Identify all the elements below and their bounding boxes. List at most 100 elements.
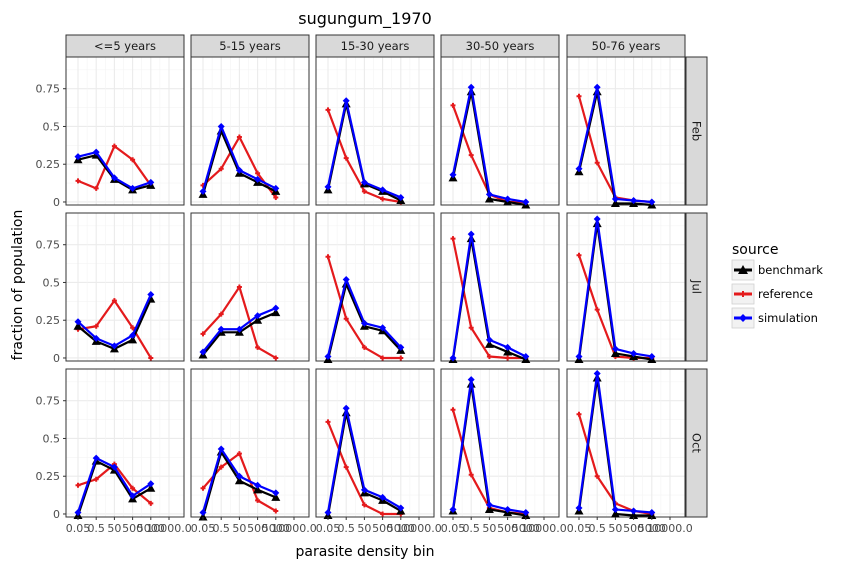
point-simulation (630, 196, 638, 204)
point-simulation (504, 195, 512, 203)
x-tick-label: 0.5 (588, 522, 606, 535)
point-simulation (217, 122, 225, 130)
legend-marker-benchmark (738, 265, 748, 274)
panel-background (440, 212, 560, 362)
point-simulation (504, 505, 512, 513)
panels-layer: <=5 years 5-15 years 15-30 years 30-50 year… (36, 34, 708, 535)
point-benchmark (610, 198, 620, 207)
panel-border (65, 212, 185, 362)
row-strip-1 (685, 212, 708, 362)
point-simulation (575, 504, 583, 512)
point-reference (380, 196, 386, 202)
point-simulation (217, 445, 225, 453)
point-reference (468, 325, 474, 331)
point-reference (255, 170, 261, 176)
point-simulation (648, 198, 656, 206)
point-reference (343, 316, 349, 322)
y-tick-label: 0.25 (36, 470, 61, 483)
point-simulation (217, 325, 225, 333)
point-simulation (92, 334, 100, 342)
legend-label-reference: reference (758, 287, 813, 301)
point-simulation (611, 345, 619, 353)
panel-Jul-3 (440, 212, 560, 363)
x-axis-title: parasite density bin (296, 544, 435, 560)
point-benchmark (610, 348, 620, 357)
point-simulation (449, 505, 457, 513)
point-simulation (272, 489, 280, 497)
point-simulation (92, 148, 100, 156)
point-benchmark (253, 485, 263, 494)
panel-border (190, 368, 310, 518)
point-reference (361, 344, 367, 350)
col-strip-label: 15-30 years (341, 39, 410, 53)
point-reference (594, 307, 600, 313)
point-reference (200, 485, 206, 491)
y-tick-label: 0.5 (43, 120, 61, 133)
point-simulation (449, 354, 457, 362)
panel-background (65, 212, 185, 362)
point-simulation (74, 318, 82, 326)
point-benchmark (484, 339, 494, 348)
panel-border (315, 212, 435, 362)
point-simulation (648, 352, 656, 360)
point-reference (576, 252, 582, 258)
point-simulation (485, 336, 493, 344)
point-benchmark (610, 509, 620, 518)
panel-background (190, 212, 310, 362)
x-tick-label: 0.05 (441, 522, 466, 535)
point-simulation (254, 175, 262, 183)
col-strip-label: 30-50 years (466, 39, 535, 53)
point-simulation (272, 304, 280, 312)
x-tick-label: 0.5 (337, 522, 355, 535)
x-tick-label: 500 (497, 522, 518, 535)
panel-Jul-2 (315, 212, 435, 363)
y-tick-label: 0.5 (43, 276, 61, 289)
point-simulation (324, 352, 332, 360)
point-reference (343, 464, 349, 470)
x-tick-label: 10000.0 (271, 522, 317, 535)
panel-border (315, 368, 435, 518)
y-tick-label: 0.25 (36, 158, 61, 171)
panel-Oct-0 (65, 368, 185, 519)
point-simulation (630, 507, 638, 515)
point-reference (218, 166, 224, 172)
point-simulation (342, 275, 350, 283)
point-simulation (360, 486, 368, 494)
point-reference (450, 236, 456, 242)
point-reference (468, 152, 474, 158)
point-benchmark (234, 476, 244, 485)
point-simulation (110, 174, 118, 182)
col-strip-label: 50-76 years (592, 39, 661, 53)
x-tick-label: 0.5 (212, 522, 230, 535)
panel-background (315, 56, 435, 206)
point-simulation (92, 454, 100, 462)
row-strip-label: Oct (690, 433, 704, 453)
point-simulation (648, 508, 656, 516)
panel-Feb-4 (566, 56, 686, 209)
point-reference (505, 355, 511, 361)
point-reference (380, 355, 386, 361)
point-reference (594, 473, 600, 479)
y-tick-label: 0 (53, 196, 60, 209)
point-reference (343, 155, 349, 161)
point-simulation (522, 198, 530, 206)
point-simulation (611, 195, 619, 203)
y-tick-label: 0.75 (36, 395, 61, 408)
panel-Feb-2 (315, 56, 435, 206)
y-tick-label: 0 (53, 508, 60, 521)
point-benchmark (146, 483, 156, 492)
point-reference (93, 185, 99, 191)
point-simulation (110, 342, 118, 350)
point-simulation (379, 324, 387, 332)
panel-Oct-4 (566, 368, 686, 519)
point-simulation (254, 481, 262, 489)
point-simulation (129, 184, 137, 192)
point-reference (468, 472, 474, 478)
point-reference (236, 451, 242, 457)
panel-Oct-1 (190, 368, 310, 521)
panel-background (566, 368, 686, 518)
point-simulation (342, 97, 350, 105)
legend-marker-simulation (739, 314, 747, 322)
point-simulation (342, 404, 350, 412)
